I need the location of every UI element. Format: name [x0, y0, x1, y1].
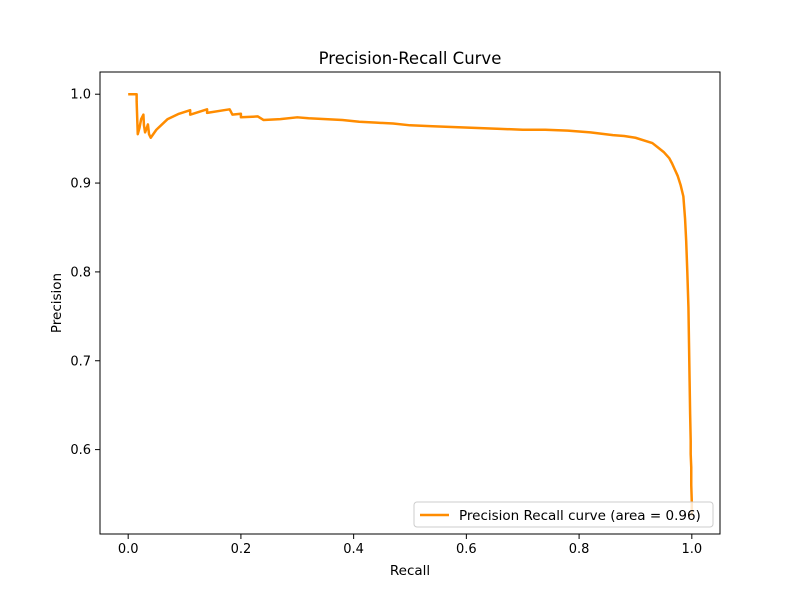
x-axis-label: Recall [390, 563, 430, 579]
y-tick-label: 0.9 [70, 177, 91, 192]
x-tick-label: 0.6 [456, 542, 477, 557]
y-axis-label: Precision [49, 273, 65, 333]
x-tick-label: 1.0 [681, 542, 702, 557]
x-tick-label: 0.0 [118, 542, 139, 557]
plot-frame [99, 71, 721, 535]
y-tick-label: 0.6 [70, 443, 91, 458]
legend-label: Precision Recall curve (area = 0.96) [459, 508, 701, 524]
series-line [128, 92, 694, 517]
legend-box [413, 501, 714, 528]
x-axis: 0.0 0.2 0.4 0.6 0.8 1.0 [118, 534, 702, 557]
chart-title: Precision-Recall Curve [319, 49, 502, 68]
x-tick-label: 0.8 [569, 542, 590, 557]
x-tick-label: 0.2 [231, 542, 252, 557]
y-axis: 0.6 0.7 0.8 0.9 1.0 [70, 88, 100, 458]
x-tick-label: 0.4 [343, 542, 364, 557]
legend: Precision Recall curve (area = 0.96) [413, 501, 714, 528]
plot-area [128, 92, 694, 517]
y-tick-label: 1.0 [70, 88, 91, 103]
y-tick-label: 0.8 [70, 265, 91, 280]
y-tick-label: 0.7 [70, 354, 91, 369]
